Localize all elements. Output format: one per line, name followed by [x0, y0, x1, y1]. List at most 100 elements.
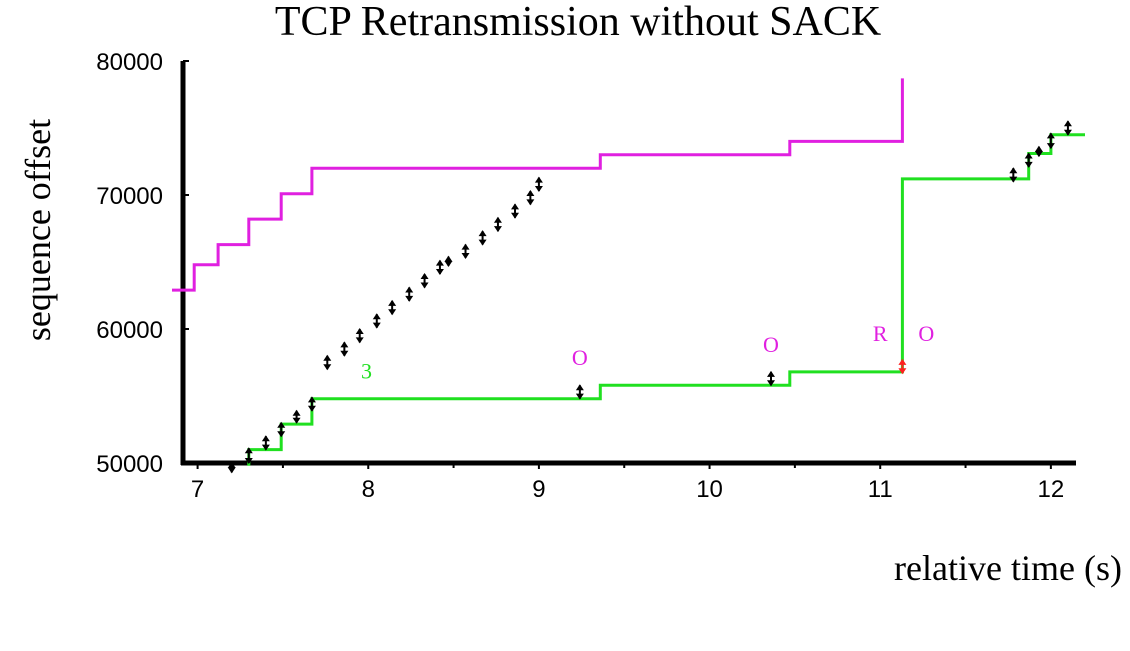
segment-arrow [444, 255, 453, 268]
segment-arrow-head-top [405, 286, 414, 293]
retransmission-arrow-head-bottom [898, 368, 907, 375]
x-tick-label: 10 [696, 476, 723, 503]
x-tick-label: 11 [868, 476, 893, 503]
segment-arrow-head-bottom [227, 467, 236, 474]
segment-arrow-head-bottom [388, 309, 397, 316]
segment-arrow-head-bottom [372, 322, 381, 329]
segment-arrow-head-top [1046, 132, 1055, 139]
segment-arrow-head-top [1034, 145, 1043, 152]
annotation-label: O [918, 321, 934, 346]
segment-arrow [340, 341, 349, 357]
segment-arrow [1024, 152, 1033, 168]
segment-arrow-head-bottom [307, 405, 316, 412]
segment-arrow-head-bottom [1063, 129, 1072, 136]
segment-arrow-head-bottom [493, 226, 502, 233]
segment-arrow [261, 435, 270, 451]
segment-arrow [1009, 167, 1018, 183]
segment-arrow-head-top [493, 216, 502, 223]
annotation-label: R [873, 321, 888, 346]
segment-arrow-head-top [435, 259, 444, 266]
plot-area: 50000 60000 70000 80000 7 8 9 10 11 12 3 O O R O [96, 49, 1085, 503]
receive-window-line [172, 78, 904, 292]
segment-arrow [575, 384, 584, 400]
segment-arrow-head-top [444, 255, 453, 262]
segment-arrow-head-top [1009, 167, 1018, 174]
segment-arrow-head-bottom [405, 295, 414, 302]
segment-arrow [478, 230, 487, 246]
segment-arrow-head-bottom [1024, 161, 1033, 168]
segment-arrow-head-bottom [1009, 176, 1018, 183]
segment-arrow-head-top [261, 435, 270, 442]
segment-arrow [493, 216, 502, 233]
segment-arrow-head-bottom [1034, 151, 1043, 158]
segment-arrow [355, 328, 364, 344]
segment-arrow-head-bottom [420, 282, 429, 289]
segment-arrow [292, 409, 301, 424]
retransmission-arrow-head-top [898, 358, 907, 365]
segment-arrow-head-bottom [461, 252, 470, 259]
segment-arrow-head-top [766, 370, 775, 377]
segment-arrow-head-top [355, 328, 364, 334]
segment-arrow-head-bottom [355, 337, 364, 344]
segment-arrow [277, 421, 286, 438]
segment-arrow [372, 313, 381, 329]
segment-arrow-head-bottom [478, 239, 487, 246]
segment-arrow-head-bottom [1046, 143, 1055, 150]
segment-arrow-head-top [575, 384, 584, 391]
segment-arrow-head-top [478, 230, 487, 237]
segment-arrow-head-top [511, 203, 520, 210]
segment-arrow-head-bottom [526, 199, 535, 206]
segment-arrow [307, 396, 316, 412]
segment-arrow-head-top [340, 341, 349, 348]
segment-arrow-head-top [307, 396, 316, 403]
segment-arrow-head-top [323, 354, 332, 361]
segment-arrow-head-bottom [323, 364, 332, 371]
x-tick-label: 7 [191, 476, 204, 503]
segment-arrow [323, 354, 332, 371]
segment-arrow-head-bottom [511, 212, 520, 219]
segment-arrow-head-bottom [766, 380, 775, 387]
segment-arrow [511, 203, 520, 219]
annotation-label: O [572, 345, 588, 370]
segment-arrow-head-top [534, 176, 543, 183]
segment-arrow-head-bottom [292, 417, 301, 424]
segment-arrow-head-top [244, 447, 253, 454]
segment-arrow-head-bottom [534, 185, 543, 192]
segment-arrow-head-top [461, 243, 470, 250]
segment-arrow-head-top [1063, 120, 1072, 127]
x-tick-label: 9 [532, 476, 545, 503]
ack-line [247, 133, 1085, 466]
segment-arrow-head-bottom [444, 261, 453, 268]
y-tick-label: 50000 [96, 451, 163, 478]
segment-arrow [435, 259, 444, 276]
y-tick-label: 80000 [96, 49, 163, 76]
segment-arrow [461, 243, 470, 259]
segment-arrow [227, 462, 236, 474]
retransmission-arrow [898, 358, 907, 375]
segment-arrow-head-top [227, 462, 236, 468]
segment-arrow-head-top [292, 409, 301, 416]
segment-arrow-head-top [1024, 152, 1033, 159]
segment-arrow [1034, 145, 1043, 158]
segment-arrow [1063, 120, 1072, 136]
chart-title: TCP Retransmission without SACK [275, 0, 881, 45]
segment-arrow-head-top [277, 421, 286, 428]
segment-arrow-head-bottom [575, 393, 584, 400]
segment-arrow-head-top [388, 299, 397, 306]
y-axis-label: sequence offset [18, 119, 58, 341]
y-tick-label: 70000 [96, 183, 163, 210]
segment-arrow [420, 273, 429, 289]
segment-arrow-head-bottom [261, 444, 270, 451]
x-axis-label: relative time (s) [894, 548, 1122, 588]
segment-arrow [244, 447, 253, 464]
y-tick-label: 60000 [96, 317, 163, 344]
segment-arrow-head-top [420, 273, 429, 280]
segment-arrow [766, 370, 775, 387]
x-tick-label: 12 [1038, 476, 1065, 503]
segment-arrow [388, 299, 397, 316]
segment-arrow-head-bottom [340, 350, 349, 357]
segment-arrow-head-bottom [277, 431, 286, 438]
segment-arrow-head-top [372, 313, 381, 320]
x-tick-label: 8 [362, 476, 375, 503]
